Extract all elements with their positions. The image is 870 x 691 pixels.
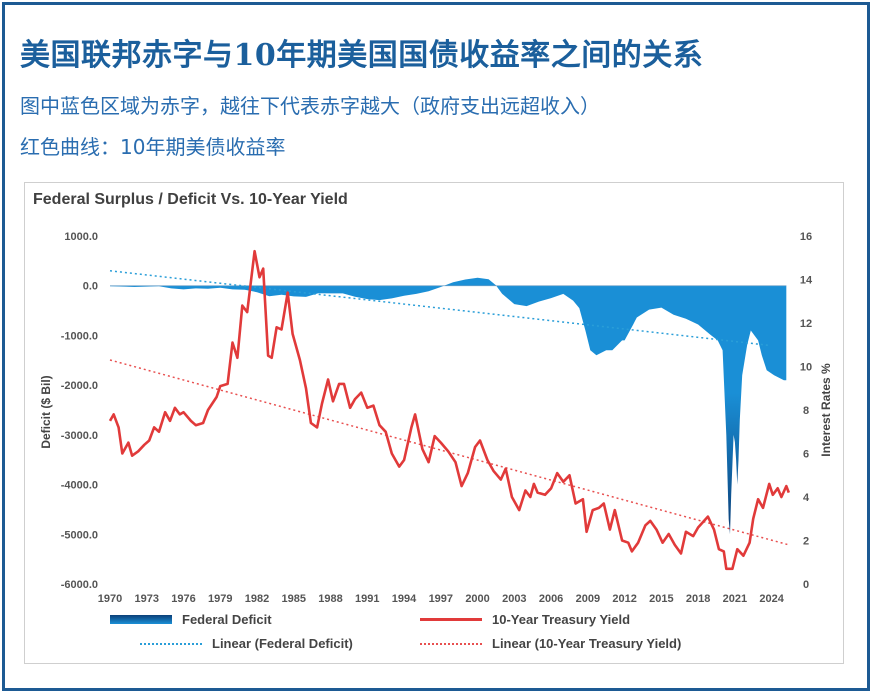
- x-tick-label: 2006: [539, 593, 563, 605]
- legend-label: Federal Deficit: [182, 612, 272, 627]
- legend-item-federal-deficit: Federal Deficit: [110, 612, 272, 627]
- x-tick-label: 2021: [723, 593, 747, 605]
- y-tick-label: -6000.0: [61, 579, 98, 591]
- legend-swatch-linear-deficit: [140, 642, 202, 645]
- legend-swatch-yield: [420, 618, 482, 621]
- y-tick-label: 1000.0: [64, 231, 98, 243]
- legend-label: Linear (10-Year Treasury Yield): [492, 636, 682, 651]
- y2-tick-label: 0: [803, 579, 809, 591]
- x-tick-label: 1976: [171, 593, 195, 605]
- y-tick-label: -5000.0: [61, 529, 98, 541]
- y2-tick-label: 14: [800, 275, 813, 287]
- x-tick-label: 1970: [98, 593, 122, 605]
- legend-label: 10-Year Treasury Yield: [492, 612, 631, 627]
- x-tick-label: 2003: [502, 593, 526, 605]
- y-tick-label: -3000.0: [61, 430, 98, 442]
- x-tick-label: 2024: [759, 593, 784, 605]
- chart-title: Federal Surplus / Deficit Vs. 10-Year Yi…: [33, 191, 348, 208]
- y-axis-label: Deficit ($ Bil): [39, 375, 53, 448]
- legend-swatch-deficit: [110, 615, 172, 624]
- y2-tick-label: 8: [803, 405, 809, 417]
- y2-axis-label: Interest Rates %: [819, 363, 833, 457]
- x-tick-label: 2018: [686, 593, 710, 605]
- x-tick-label: 1982: [245, 593, 269, 605]
- y-tick-label: -1000.0: [61, 330, 98, 342]
- subtitle-deficit-note: 图中蓝色区域为赤字，越往下代表赤字越大（政府支出远超收入）: [20, 94, 600, 118]
- subtitle-yield-note: 红色曲线：10年期美债收益率: [20, 135, 286, 159]
- legend-swatch-linear-yield: [420, 642, 482, 645]
- x-tick-label: 1973: [135, 593, 159, 605]
- x-tick-label: 1994: [392, 593, 417, 605]
- x-tick-label: 2015: [649, 593, 673, 605]
- y2-tick-label: 4: [803, 492, 810, 504]
- y2-tick-label: 2: [803, 536, 809, 548]
- deficit-area: [110, 277, 787, 535]
- legend-item-treasury-yield: 10-Year Treasury Yield: [420, 612, 630, 627]
- legend-item-linear-yield: Linear (10-Year Treasury Yield): [420, 636, 681, 651]
- y2-tick-label: 6: [803, 449, 809, 461]
- yield-line: [108, 249, 791, 571]
- x-tick-label: 1985: [282, 593, 306, 605]
- page-title: 美国联邦赤字与10年期美国国债收益率之间的关系: [20, 38, 704, 73]
- deficit-trendline: [109, 270, 770, 347]
- x-tick-label: 1979: [208, 593, 232, 605]
- y-tick-label: -2000.0: [61, 380, 98, 392]
- x-tick-label: 1997: [429, 593, 453, 605]
- x-tick-label: 1991: [355, 593, 379, 605]
- y2-tick-label: 12: [800, 318, 812, 330]
- y-tick-label: -4000.0: [61, 480, 98, 492]
- y-tick-label: 0.0: [83, 281, 98, 293]
- y2-tick-label: 16: [800, 231, 812, 243]
- y2-tick-label: 10: [800, 362, 812, 374]
- x-tick-label: 1988: [318, 593, 342, 605]
- x-tick-label: 2012: [612, 593, 636, 605]
- x-tick-label: 2009: [576, 593, 600, 605]
- legend-label: Linear (Federal Deficit): [212, 636, 353, 651]
- x-tick-label: 2000: [465, 593, 489, 605]
- legend-item-linear-deficit: Linear (Federal Deficit): [140, 636, 353, 651]
